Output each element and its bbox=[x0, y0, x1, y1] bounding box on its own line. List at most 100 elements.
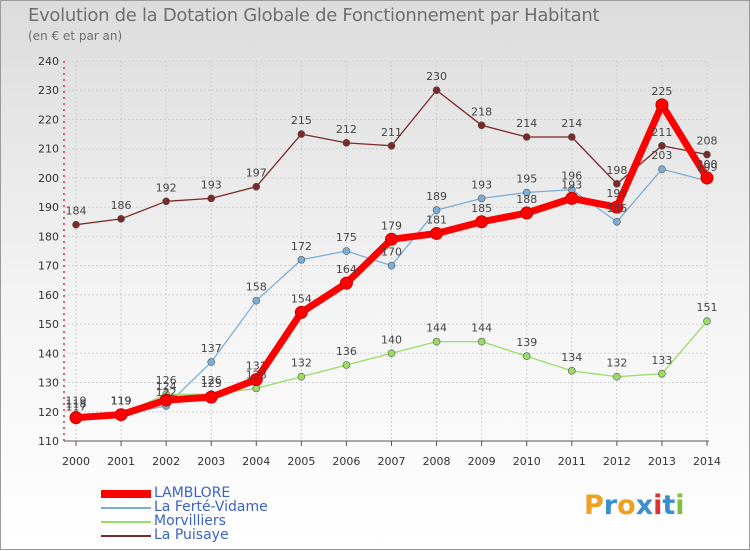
data-point-la-puisaye bbox=[432, 86, 441, 95]
y-tick-label: 130 bbox=[38, 377, 59, 390]
data-label-la-puisaye: 214 bbox=[516, 117, 537, 130]
data-point-lamblore bbox=[430, 226, 444, 240]
y-tick-label: 200 bbox=[38, 172, 59, 185]
data-label-la-fert-vidame: 158 bbox=[246, 281, 267, 294]
data-label-lamblore: 188 bbox=[516, 193, 537, 206]
x-tick-label: 2005 bbox=[287, 455, 315, 468]
data-point-lamblore bbox=[159, 393, 173, 407]
logo-letter: o bbox=[617, 490, 636, 521]
x-tick-label: 2001 bbox=[107, 455, 135, 468]
data-point-morvilliers bbox=[567, 367, 576, 375]
data-label-la-puisaye: 211 bbox=[381, 126, 402, 139]
data-label-morvilliers: 134 bbox=[561, 351, 582, 364]
logo-letter: t bbox=[662, 490, 676, 521]
data-point-lamblore bbox=[610, 200, 624, 214]
legend-item-la-ferte-vidame: La Ferté-Vidame bbox=[101, 500, 341, 515]
data-point-morvilliers bbox=[432, 337, 441, 346]
data-point-la-fert-vidame bbox=[342, 247, 351, 255]
y-tick-label: 120 bbox=[38, 406, 59, 419]
legend-swatch-la-puisaye bbox=[101, 535, 151, 537]
data-label-lamblore: 200 bbox=[697, 158, 718, 171]
data-label-la-fert-vidame: 196 bbox=[561, 170, 582, 183]
data-label-la-fert-vidame: 185 bbox=[606, 202, 627, 215]
data-point-lamblore bbox=[339, 276, 353, 290]
data-label-la-puisaye: 214 bbox=[561, 117, 582, 130]
data-label-la-puisaye: 186 bbox=[111, 199, 132, 212]
data-label-la-puisaye: 218 bbox=[471, 105, 492, 118]
x-tick-label: 2000 bbox=[62, 455, 90, 468]
logo-letter: P bbox=[584, 490, 604, 521]
data-label-morvilliers: 126 bbox=[201, 374, 222, 387]
data-label-morvilliers: 132 bbox=[606, 357, 627, 370]
data-label-morvilliers: 126 bbox=[156, 374, 177, 387]
series-layer bbox=[69, 86, 714, 425]
data-point-la-fert-vidame bbox=[432, 206, 441, 214]
data-point-la-puisaye bbox=[342, 139, 351, 147]
data-point-la-fert-vidame bbox=[613, 217, 621, 226]
logo-letter: i bbox=[675, 490, 685, 521]
data-label-la-fert-vidame: 170 bbox=[381, 246, 402, 259]
data-label-lamblore: 125 bbox=[201, 377, 222, 390]
data-label-lamblore: 124 bbox=[156, 380, 177, 393]
x-tick-label: 2013 bbox=[648, 455, 676, 468]
data-label-morvilliers: 119 bbox=[111, 395, 132, 408]
data-label-morvilliers: 136 bbox=[336, 345, 357, 358]
data-label-la-fert-vidame: 199 bbox=[697, 161, 718, 174]
data-label-la-fert-vidame: 119 bbox=[111, 395, 132, 408]
legend-item-morvilliers: Morvilliers bbox=[101, 514, 341, 529]
data-label-lamblore: 225 bbox=[651, 85, 672, 98]
data-point-morvilliers bbox=[613, 372, 621, 381]
y-tick-label: 210 bbox=[38, 143, 59, 156]
y-tick-label: 220 bbox=[38, 113, 59, 126]
data-label-morvilliers: 132 bbox=[291, 357, 312, 370]
data-label-morvilliers: 144 bbox=[426, 322, 447, 335]
data-point-la-puisaye bbox=[207, 194, 216, 203]
data-point-la-fert-vidame bbox=[387, 261, 396, 270]
x-tick-label: 2008 bbox=[423, 455, 451, 468]
legend-item-la-puisaye: La Puisaye bbox=[101, 527, 341, 543]
data-label-la-puisaye: 192 bbox=[156, 181, 177, 194]
y-tick-label: 180 bbox=[38, 230, 59, 243]
axes: 110 120 130 140 150 160 170 180 190 200 210 220 230 2… bbox=[38, 55, 721, 468]
data-label-morvilliers: 144 bbox=[471, 322, 492, 335]
data-label-la-puisaye: 193 bbox=[201, 178, 222, 191]
data-label-lamblore: 179 bbox=[381, 219, 402, 232]
data-point-morvilliers bbox=[703, 317, 711, 325]
data-point-morvilliers bbox=[297, 372, 306, 381]
data-label-la-puisaye: 198 bbox=[606, 164, 627, 177]
x-tick-label: 2006 bbox=[332, 455, 360, 468]
data-label-la-puisaye: 197 bbox=[246, 167, 267, 180]
y-tick-label: 240 bbox=[38, 55, 59, 68]
data-label-lamblore: 119 bbox=[111, 395, 132, 408]
data-point-lamblore bbox=[385, 232, 398, 246]
data-label-la-fert-vidame: 172 bbox=[291, 240, 312, 253]
data-label-la-puisaye: 212 bbox=[336, 123, 357, 136]
data-point-morvilliers bbox=[522, 352, 531, 361]
x-tick-label: 2012 bbox=[603, 455, 631, 468]
data-point-la-fert-vidame bbox=[522, 188, 531, 197]
data-point-la-puisaye bbox=[72, 220, 80, 229]
data-label-morvilliers: 117 bbox=[66, 401, 87, 414]
x-tick-label: 2007 bbox=[378, 455, 406, 468]
data-point-lamblore bbox=[204, 390, 218, 404]
legend-label-la-puisaye: La Puisaye bbox=[154, 527, 229, 543]
legend-swatch-la-ferte-vidame bbox=[101, 507, 151, 509]
x-tick-label: 2004 bbox=[242, 455, 270, 468]
data-point-la-fert-vidame bbox=[477, 194, 486, 203]
y-tick-label: 230 bbox=[38, 84, 59, 97]
data-point-lamblore bbox=[700, 171, 714, 185]
chart-subtitle: (en € et par an) bbox=[28, 29, 123, 43]
x-tick-label: 2002 bbox=[152, 455, 180, 468]
data-label-morvilliers: 133 bbox=[651, 354, 672, 367]
data-point-lamblore bbox=[655, 98, 669, 112]
data-point-lamblore bbox=[475, 215, 489, 229]
data-point-lamblore bbox=[565, 191, 579, 205]
data-label-morvilliers: 151 bbox=[697, 301, 718, 314]
proxiti-logo: Proxiti bbox=[584, 490, 685, 521]
data-label-la-fert-vidame: 137 bbox=[201, 342, 222, 355]
data-point-morvilliers bbox=[387, 349, 396, 358]
data-label-lamblore: 154 bbox=[291, 292, 312, 305]
